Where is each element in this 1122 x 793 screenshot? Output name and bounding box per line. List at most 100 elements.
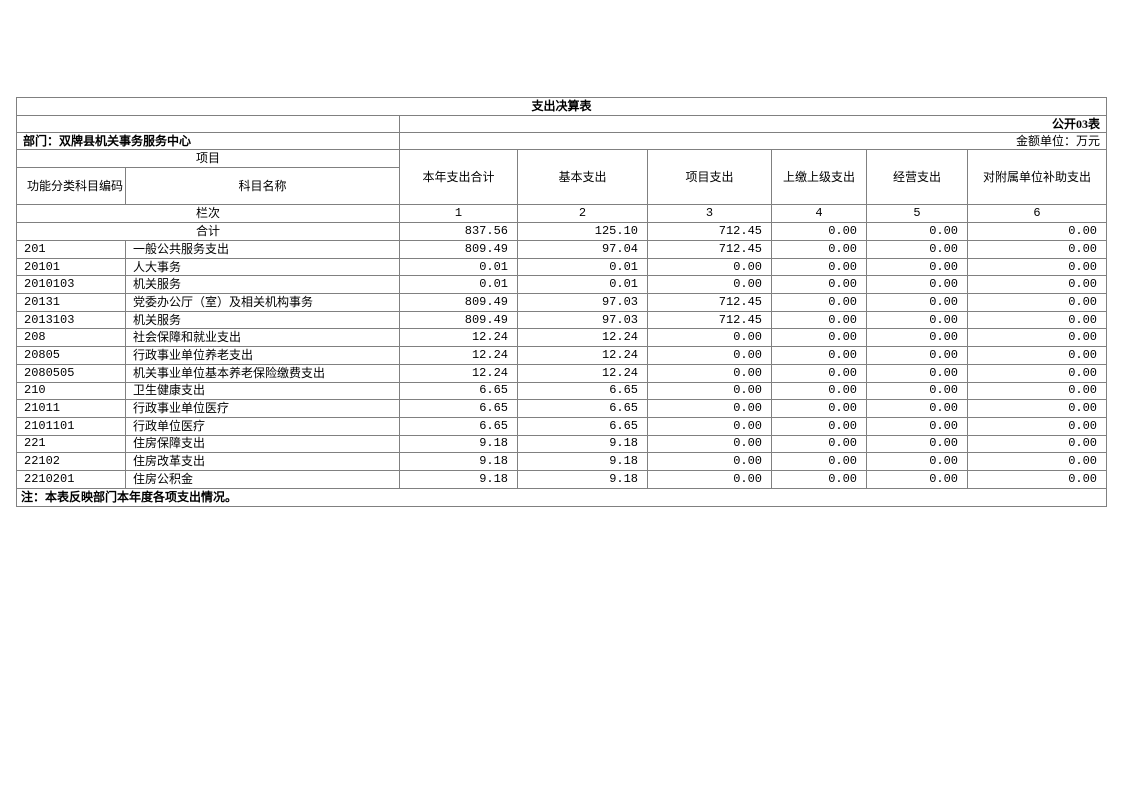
- subject-name: 一般公共服务支出: [125, 240, 400, 259]
- subject-name: 人大事务: [125, 257, 400, 277]
- total-amount-3: 712.45: [647, 222, 772, 241]
- column-index-3: 3: [647, 204, 772, 223]
- subject-code: 2080505: [16, 363, 126, 383]
- total-amount-1: 837.56: [399, 222, 518, 241]
- total-amount-5: 0.00: [866, 222, 968, 241]
- amount-cell: 97.04: [517, 240, 648, 259]
- header-project-expenditure: 项目支出: [647, 149, 772, 205]
- subject-code: 201: [16, 240, 126, 259]
- amount-cell: 0.00: [866, 363, 968, 383]
- amount-cell: 0.00: [866, 452, 968, 471]
- amount-cell: 0.00: [866, 434, 968, 454]
- total-amount-2: 125.10: [517, 222, 648, 241]
- subject-code: 2210201: [16, 469, 126, 489]
- table-row: 201 一般公共服务支出 809.49 97.04 712.45 0.00 0.00 0.00: [16, 240, 1108, 259]
- amount-cell: 0.01: [399, 275, 518, 295]
- amount-cell: 0.00: [866, 310, 968, 330]
- amount-cell: 97.03: [517, 293, 648, 312]
- subject-code: 21011: [16, 399, 126, 418]
- subject-code: 2010103: [16, 275, 126, 295]
- subject-name: 机关事业单位基本养老保险缴费支出: [125, 363, 400, 383]
- header-total-expenditure: 本年支出合计: [399, 149, 518, 205]
- amount-cell: 0.00: [771, 469, 867, 489]
- subject-name: 党委办公厅（室）及相关机构事务: [125, 293, 400, 312]
- amount-cell: 0.00: [647, 381, 772, 401]
- amount-cell: 0.00: [771, 363, 867, 383]
- header-basic-expenditure: 基本支出: [517, 149, 648, 205]
- amount-cell: 0.00: [771, 240, 867, 259]
- amount-cell: 0.01: [517, 275, 648, 295]
- table-row: 2010103 机关服务 0.01 0.01 0.00 0.00 0.00 0.00: [16, 275, 1108, 295]
- column-index-label: 栏次: [16, 204, 400, 223]
- department-label: 部门：双牌县机关事务服务中心: [16, 132, 400, 150]
- amount-cell: 0.00: [771, 434, 867, 454]
- amount-cell: 9.18: [399, 434, 518, 454]
- amount-cell: 0.00: [866, 328, 968, 348]
- amount-cell: 809.49: [399, 240, 518, 259]
- subject-code: 2013103: [16, 310, 126, 330]
- subject-code: 208: [16, 328, 126, 348]
- amount-cell: 0.00: [966, 293, 1108, 312]
- amount-cell: 9.18: [517, 452, 648, 471]
- title-row: 支出决算表: [15, 97, 1108, 116]
- column-index-4: 4: [771, 204, 867, 223]
- department-row: 部门：双牌县机关事务服务中心 金额单位：万元: [16, 132, 1108, 150]
- header-operating-expenditure: 经营支出: [866, 149, 968, 205]
- header-subsidy-expenditure: 对附属单位补助支出: [966, 149, 1108, 205]
- subject-name: 机关服务: [125, 310, 400, 330]
- amount-cell: 0.00: [866, 469, 968, 489]
- amount-cell: 97.03: [517, 310, 648, 330]
- amount-cell: 0.00: [771, 399, 867, 418]
- amount-cell: 9.18: [517, 434, 648, 454]
- amount-cell: 6.65: [399, 416, 518, 436]
- expenditure-table: 支出决算表 公开03表 部门：双牌县机关事务服务中心 金额单位：万元 项目 本年…: [15, 97, 1108, 507]
- amount-cell: 0.00: [966, 310, 1108, 330]
- table-row: 2013103 机关服务 809.49 97.03 712.45 0.00 0.00 0.00: [16, 310, 1108, 330]
- amount-cell: 0.00: [966, 275, 1108, 295]
- amount-cell: 9.18: [399, 469, 518, 489]
- amount-cell: 0.00: [771, 416, 867, 436]
- column-index-6: 6: [966, 204, 1108, 223]
- table-note: 注：本表反映部门本年度各项支出情况。: [15, 487, 1108, 507]
- amount-cell: 712.45: [647, 240, 772, 259]
- amount-cell: 0.00: [966, 346, 1108, 365]
- subject-name: 卫生健康支出: [125, 381, 400, 401]
- amount-cell: 0.00: [771, 293, 867, 312]
- subject-code: 221: [16, 434, 126, 454]
- amount-cell: 809.49: [399, 293, 518, 312]
- note-row: 注：本表反映部门本年度各项支出情况。: [15, 487, 1108, 507]
- amount-cell: 0.00: [966, 469, 1108, 489]
- subject-name: 住房公积金: [125, 469, 400, 489]
- amount-cell: 0.00: [647, 416, 772, 436]
- header-subject-name: 科目名称: [125, 167, 400, 205]
- subject-name: 行政事业单位养老支出: [125, 346, 400, 365]
- header-project-row: 项目 本年支出合计 基本支出 项目支出 上缴上级支出 经营支出 对附属单位补助支…: [16, 149, 1108, 205]
- column-index-2: 2: [517, 204, 648, 223]
- amount-cell: 0.00: [966, 240, 1108, 259]
- amount-cell: 0.00: [866, 346, 968, 365]
- table-row: 208 社会保障和就业支出 12.24 12.24 0.00 0.00 0.00 0.00: [16, 328, 1108, 348]
- total-row: 合计 837.56 125.10 712.45 0.00 0.00 0.00: [16, 222, 1108, 241]
- amount-cell: 809.49: [399, 310, 518, 330]
- subject-code: 20131: [16, 293, 126, 312]
- amount-cell: 0.00: [966, 381, 1108, 401]
- table-row: 20805 行政事业单位养老支出 12.24 12.24 0.00 0.00 0.00 0.0…: [16, 346, 1108, 365]
- amount-cell: 0.00: [771, 257, 867, 277]
- amount-cell: 0.00: [647, 346, 772, 365]
- amount-cell: 6.65: [517, 381, 648, 401]
- amount-cell: 6.65: [517, 416, 648, 436]
- amount-cell: 9.18: [399, 452, 518, 471]
- amount-cell: 0.00: [647, 275, 772, 295]
- amount-cell: 0.00: [966, 257, 1108, 277]
- table-row: 2101101 行政单位医疗 6.65 6.65 0.00 0.00 0.00 0.00: [16, 416, 1108, 436]
- page-title: 支出决算表: [15, 97, 1108, 116]
- column-index-5: 5: [866, 204, 968, 223]
- table-row: 21011 行政事业单位医疗 6.65 6.65 0.00 0.00 0.00 0.00: [16, 399, 1108, 418]
- amount-cell: 12.24: [399, 328, 518, 348]
- total-amount-4: 0.00: [771, 222, 867, 241]
- subject-name: 住房改革支出: [125, 452, 400, 471]
- amount-cell: 0.00: [771, 310, 867, 330]
- amount-cell: 0.00: [966, 328, 1108, 348]
- subject-name: 住房保障支出: [125, 434, 400, 454]
